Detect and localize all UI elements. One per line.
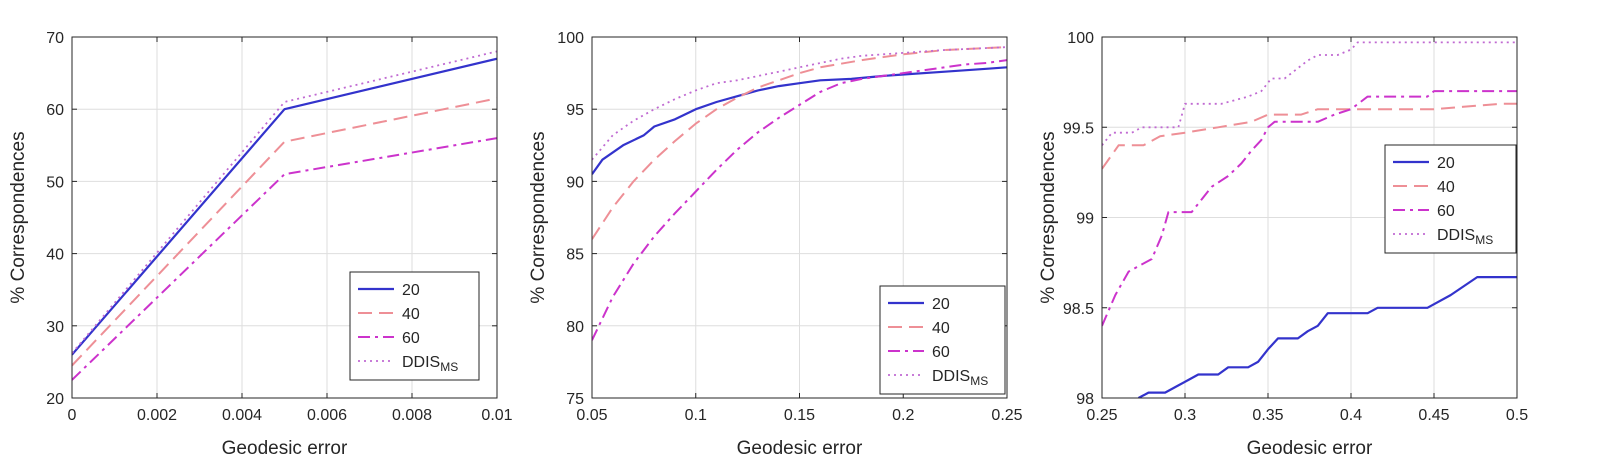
x-tick-label: 0.002 <box>137 407 177 424</box>
x-tick-label: 0 <box>68 407 77 424</box>
y-tick-label: 60 <box>46 102 64 119</box>
y-tick-label: 75 <box>566 391 584 408</box>
y-tick-label: 99 <box>1076 211 1094 228</box>
y-tick-label: 20 <box>46 391 64 408</box>
x-tick-label: 0.008 <box>392 407 432 424</box>
y-axis-label: % Correspondences <box>8 131 29 303</box>
axes-box <box>71 36 498 399</box>
x-tick-label: 0.15 <box>784 407 815 424</box>
y-axis-label: % Correspondences <box>528 131 549 303</box>
x-axis-label: Geodesic error <box>1247 438 1373 459</box>
x-tick-label: 0.05 <box>576 407 607 424</box>
chart-1: 0 0.002 0.004 0.006 0.008 0.01 20 30 40 50 60 70 Geo… <box>8 30 513 459</box>
x-tick-label: 0.004 <box>222 407 262 424</box>
y-tick-label: 40 <box>46 247 64 264</box>
legend-label: DDISMS <box>932 368 988 388</box>
x-tick-label: 0.01 <box>481 407 512 424</box>
x-tick-label: 0.4 <box>1340 407 1362 424</box>
legend-label: 60 <box>932 344 950 361</box>
chart-2: 0.05 0.1 0.15 0.2 0.25 75 80 85 90 95 100 Geodesic … <box>528 30 1023 459</box>
legend-label: 40 <box>1437 179 1455 196</box>
series-line-ddis_ms <box>1102 41 1517 146</box>
legend-label: 60 <box>402 330 420 347</box>
legend-label: 20 <box>1437 155 1455 172</box>
x-tick-label: 0.006 <box>307 407 347 424</box>
x-tick-label: 0.1 <box>685 407 707 424</box>
y-tick-label: 30 <box>46 319 64 336</box>
series-line-60 <box>1102 90 1517 327</box>
x-tick-label: 0.5 <box>1506 407 1528 424</box>
x-tick-label: 0.45 <box>1418 407 1449 424</box>
legend-label: 60 <box>1437 203 1455 220</box>
y-tick-label: 85 <box>566 247 584 264</box>
series-line-ddis_ms <box>72 50 497 354</box>
series-line-20 <box>1137 276 1517 398</box>
y-tick-label: 70 <box>46 30 64 47</box>
legend-label: DDISMS <box>1437 227 1493 247</box>
x-axis-label: Geodesic error <box>737 438 863 459</box>
legend-label: 40 <box>932 320 950 337</box>
legend: 20 40 60 DDISMS <box>1384 144 1517 254</box>
x-tick-label: 0.35 <box>1252 407 1283 424</box>
legend-label: 20 <box>402 282 420 299</box>
series-line-60 <box>592 59 1007 341</box>
y-tick-label: 100 <box>1067 30 1094 47</box>
series-line-40 <box>592 46 1007 240</box>
y-tick-label: 98 <box>1076 391 1094 408</box>
series-line-ddis_ms <box>592 46 1007 161</box>
y-tick-label: 80 <box>566 319 584 336</box>
legend: 20 40 60 DDISMS <box>879 285 1006 395</box>
series-line-40 <box>72 97 497 367</box>
x-tick-label: 0.25 <box>1086 407 1117 424</box>
y-tick-label: 100 <box>557 30 584 47</box>
legend-label: 40 <box>402 306 420 323</box>
y-tick-label: 90 <box>566 174 584 191</box>
y-tick-label: 98.5 <box>1063 301 1094 318</box>
x-tick-label: 0.3 <box>1174 407 1196 424</box>
legend-label: 20 <box>932 296 950 313</box>
y-tick-label: 50 <box>46 174 64 191</box>
y-tick-label: 99.5 <box>1063 120 1094 137</box>
x-tick-label: 0.2 <box>892 407 914 424</box>
y-tick-label: 95 <box>566 102 584 119</box>
legend: 20 40 60 DDISMS <box>349 271 480 381</box>
series-line-20 <box>72 57 497 356</box>
x-tick-label: 0.25 <box>991 407 1022 424</box>
legend-label: DDISMS <box>402 354 458 374</box>
chart-3: 0.25 0.3 0.35 0.4 0.45 0.5 98 98.5 99 99.5 100 Geod… <box>1038 30 1528 459</box>
x-axis-label: Geodesic error <box>222 438 348 459</box>
series-line-20 <box>592 66 1007 175</box>
series-line-40 <box>1102 102 1517 170</box>
y-axis-label: % Correspondences <box>1038 131 1059 303</box>
